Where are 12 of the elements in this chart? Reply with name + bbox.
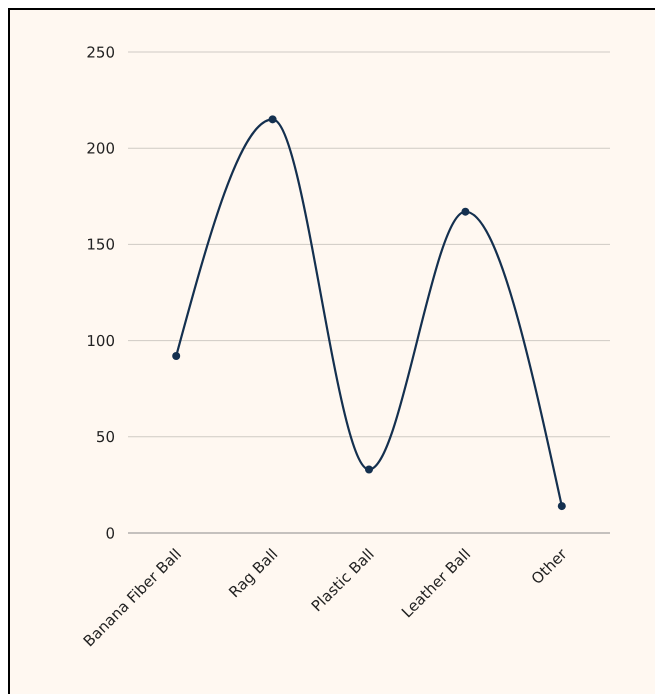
y-tick-label: 50 bbox=[96, 428, 115, 446]
y-tick-label: 100 bbox=[86, 332, 115, 350]
point bbox=[268, 115, 277, 124]
y-tick-label: 250 bbox=[86, 43, 115, 62]
y-tick-label: 150 bbox=[86, 236, 115, 254]
y-tick-label: 0 bbox=[105, 524, 115, 542]
point bbox=[461, 208, 470, 216]
y-tick-label: 200 bbox=[86, 139, 115, 158]
point bbox=[172, 352, 180, 360]
point bbox=[558, 502, 566, 510]
x-tick-label: Rag Ball bbox=[225, 545, 282, 602]
point bbox=[365, 466, 373, 474]
